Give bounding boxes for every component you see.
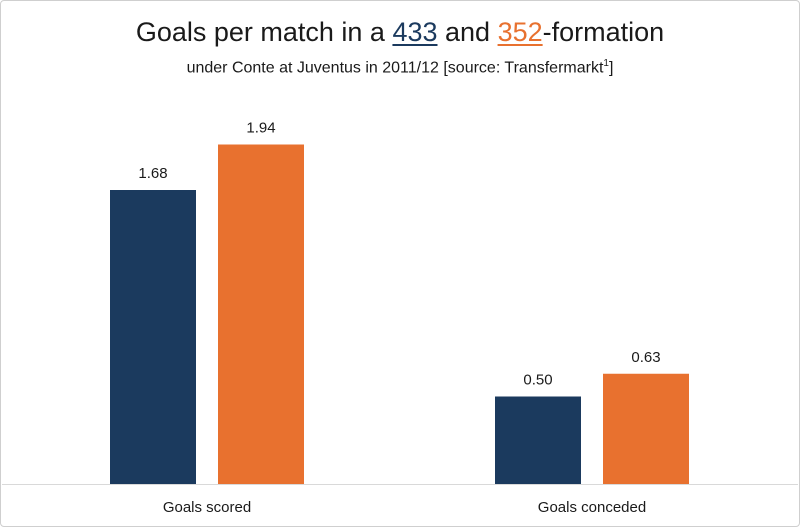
bar-433-goals-conceded — [495, 396, 581, 484]
subtitle-text: under Conte at Juventus in 2011/12 [sour… — [186, 59, 604, 77]
chart-title: Goals per match in a 433 and 352-formati… — [1, 15, 799, 49]
subtitle-closing: ] — [608, 59, 614, 77]
category-label-goals-scored: Goals scored — [163, 499, 251, 516]
title-series-433: 433 — [392, 17, 438, 47]
data-label-433-goals-scored: 1.68 — [138, 165, 167, 182]
title-series-352: 352 — [497, 17, 543, 47]
category-label-goals-conceded: Goals conceded — [538, 499, 646, 516]
data-label-352-goals-conceded: 0.63 — [631, 349, 660, 366]
bar-433-goals-scored — [110, 190, 196, 484]
title-suffix: -formation — [542, 17, 665, 47]
chart-subtitle: under Conte at Juventus in 2011/12 [sour… — [1, 54, 799, 78]
data-label-433-goals-conceded: 0.50 — [523, 372, 552, 389]
title-prefix: Goals per match in a — [135, 17, 393, 47]
subtitle-superscript: 1 — [603, 58, 609, 69]
bar-352-goals-conceded — [603, 373, 689, 484]
bar-352-goals-scored — [218, 144, 304, 484]
title-middle: and — [437, 17, 498, 47]
data-label-352-goals-scored: 1.94 — [246, 120, 275, 137]
